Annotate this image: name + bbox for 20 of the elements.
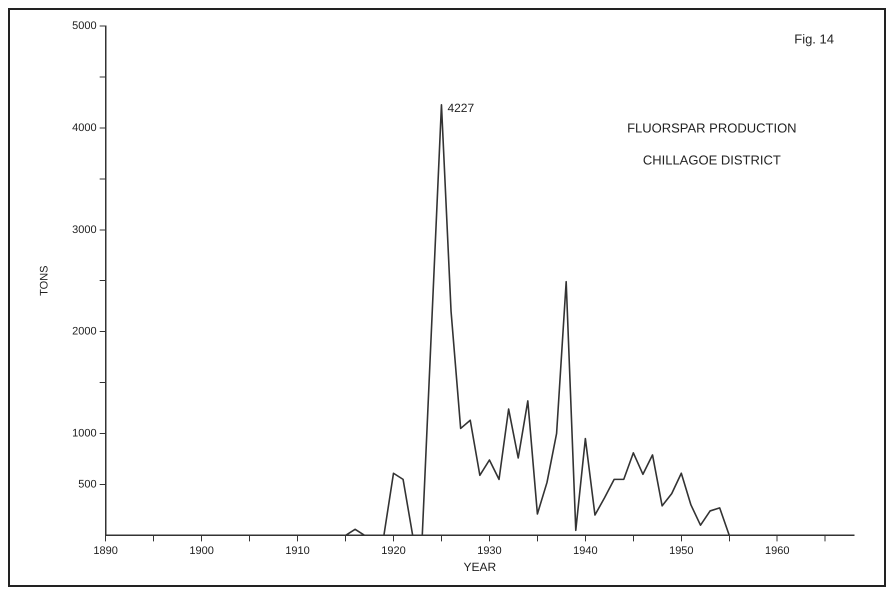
annotation: Fig. 14 xyxy=(794,32,834,47)
x-tick-label: 1890 xyxy=(93,545,118,558)
x-tick-label: 1960 xyxy=(765,545,790,558)
x-tick-label: 1930 xyxy=(477,545,502,558)
y-tick-label: 3000 xyxy=(72,224,97,236)
x-tick-label: 1900 xyxy=(189,545,214,558)
y-tick-label: 5000 xyxy=(72,20,97,32)
x-tick-label: 1940 xyxy=(573,545,598,558)
text: FLUORSPAR PRODUCTION xyxy=(627,120,797,136)
y-axis-title: TONS xyxy=(38,266,51,296)
y-tick-label: 1000 xyxy=(72,428,97,440)
y-tick-label: 2000 xyxy=(72,326,97,338)
y-tick-label: 4000 xyxy=(72,122,97,134)
text: CHILLAGOE DISTRICT xyxy=(642,152,781,168)
x-tick-label: 1920 xyxy=(381,545,406,558)
x-axis-title: YEAR xyxy=(463,560,497,574)
x-tick-label: 1910 xyxy=(285,545,310,558)
y-tick-label: 500 xyxy=(78,478,97,490)
annotation: 4227 xyxy=(447,101,474,116)
x-tick-label: 1950 xyxy=(669,545,694,558)
